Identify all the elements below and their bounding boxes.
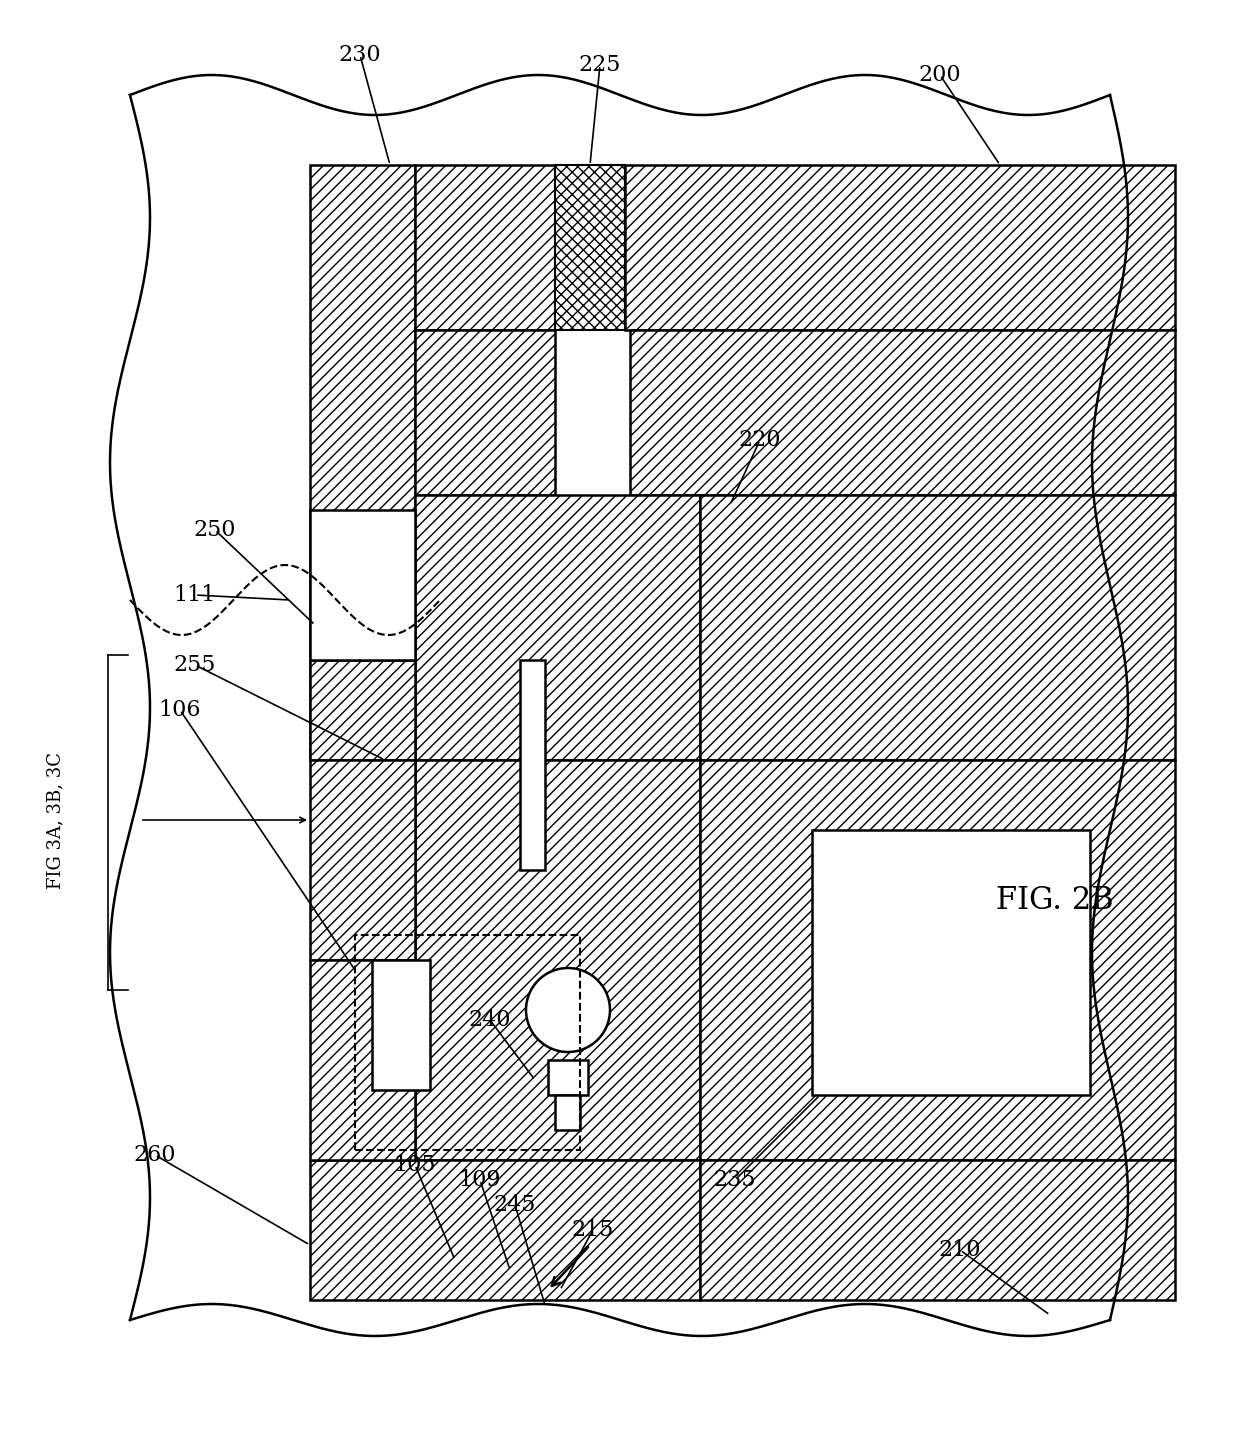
- Bar: [556, 165, 625, 330]
- Text: 245: 245: [494, 1194, 536, 1217]
- Bar: [310, 960, 415, 1159]
- Bar: [556, 1095, 580, 1131]
- Bar: [415, 494, 701, 759]
- Bar: [415, 759, 701, 1159]
- Bar: [310, 165, 415, 759]
- Text: 230: 230: [339, 44, 382, 66]
- Bar: [310, 759, 415, 960]
- Bar: [415, 330, 556, 494]
- Text: 109: 109: [459, 1169, 501, 1191]
- Text: 250: 250: [193, 519, 237, 542]
- Bar: [520, 661, 546, 870]
- Text: FIG. 2B: FIG. 2B: [996, 884, 1114, 916]
- Bar: [548, 1060, 588, 1095]
- Text: 260: 260: [134, 1144, 176, 1166]
- Bar: [310, 661, 415, 759]
- Bar: [701, 1159, 1176, 1300]
- Circle shape: [526, 969, 610, 1052]
- Bar: [812, 830, 1090, 1095]
- Text: 106: 106: [159, 699, 201, 721]
- Bar: [415, 165, 556, 330]
- Bar: [625, 165, 1176, 330]
- Text: 225: 225: [579, 54, 621, 76]
- Bar: [310, 510, 415, 661]
- Text: 235: 235: [714, 1169, 756, 1191]
- Bar: [701, 759, 1176, 1159]
- Text: 215: 215: [572, 1219, 614, 1241]
- Bar: [630, 330, 1176, 494]
- Text: 220: 220: [739, 428, 781, 451]
- Text: 255: 255: [174, 653, 216, 676]
- Text: 111: 111: [174, 585, 216, 606]
- Bar: [372, 960, 430, 1091]
- Text: FIG 3A, 3B, 3C: FIG 3A, 3B, 3C: [46, 751, 64, 888]
- Text: 240: 240: [469, 1009, 511, 1030]
- Text: 210: 210: [939, 1240, 981, 1261]
- Bar: [310, 1159, 701, 1300]
- Text: 105: 105: [394, 1154, 436, 1176]
- Text: 200: 200: [919, 64, 961, 86]
- Bar: [701, 494, 1176, 759]
- Bar: [355, 934, 580, 1151]
